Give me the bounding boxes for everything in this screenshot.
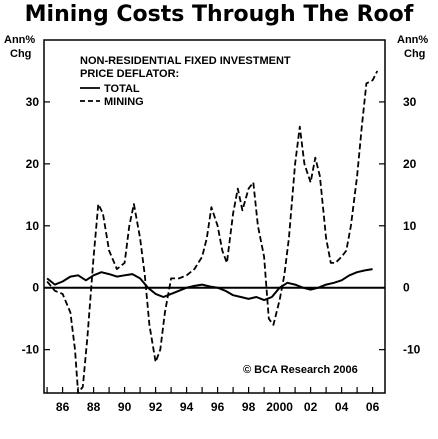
x-tick-label: 2000: [266, 400, 293, 414]
y-axis-label-right-line1: Ann%: [397, 34, 428, 46]
y-tick-left-label: -10: [22, 343, 40, 357]
y-axis-label-left-line2: Chg: [10, 48, 31, 60]
copyright-annotation: © BCA Research 2006: [243, 364, 358, 376]
y-axis-label-left-line1: Ann%: [4, 34, 35, 46]
x-tick-label: 94: [180, 400, 194, 414]
x-tick-label: 88: [87, 400, 101, 414]
legend-title-line1: NON-RESIDENTIAL FIXED INVESTMENT: [80, 55, 291, 67]
y-tick-left-label: 30: [26, 95, 40, 109]
plot-frame: [43, 39, 386, 394]
y-tick-left-label: 0: [32, 281, 39, 295]
y-tick-right-label: 20: [403, 157, 417, 171]
y-axis-label-right-line2: Chg: [404, 48, 425, 60]
x-tick-label: 90: [118, 400, 132, 414]
series-line-mining: [46, 70, 379, 394]
x-tick-label: 86: [56, 400, 70, 414]
legend-label-total: TOTAL: [104, 83, 140, 95]
legend-title-line2: PRICE DEFLATOR:: [80, 68, 179, 80]
y-tick-right-label: 30: [403, 95, 417, 109]
x-tick-label: 02: [304, 400, 318, 414]
y-tick-right-label: 0: [403, 281, 410, 295]
y-tick-right-label: -10: [403, 343, 421, 357]
legend-label-mining: MINING: [104, 96, 144, 108]
y-tick-right-label: 10: [403, 219, 417, 233]
x-tick-label: 06: [366, 400, 380, 414]
series-line-total: [46, 268, 373, 302]
x-tick-label: 98: [242, 400, 256, 414]
chart-title: Mining Costs Through The Roof: [24, 2, 414, 27]
x-tick-label: 96: [211, 400, 225, 414]
y-tick-left-label: 10: [26, 219, 40, 233]
x-tick-label: 04: [335, 400, 349, 414]
y-tick-left-label: 20: [26, 157, 40, 171]
x-tick-label: 92: [149, 400, 163, 414]
